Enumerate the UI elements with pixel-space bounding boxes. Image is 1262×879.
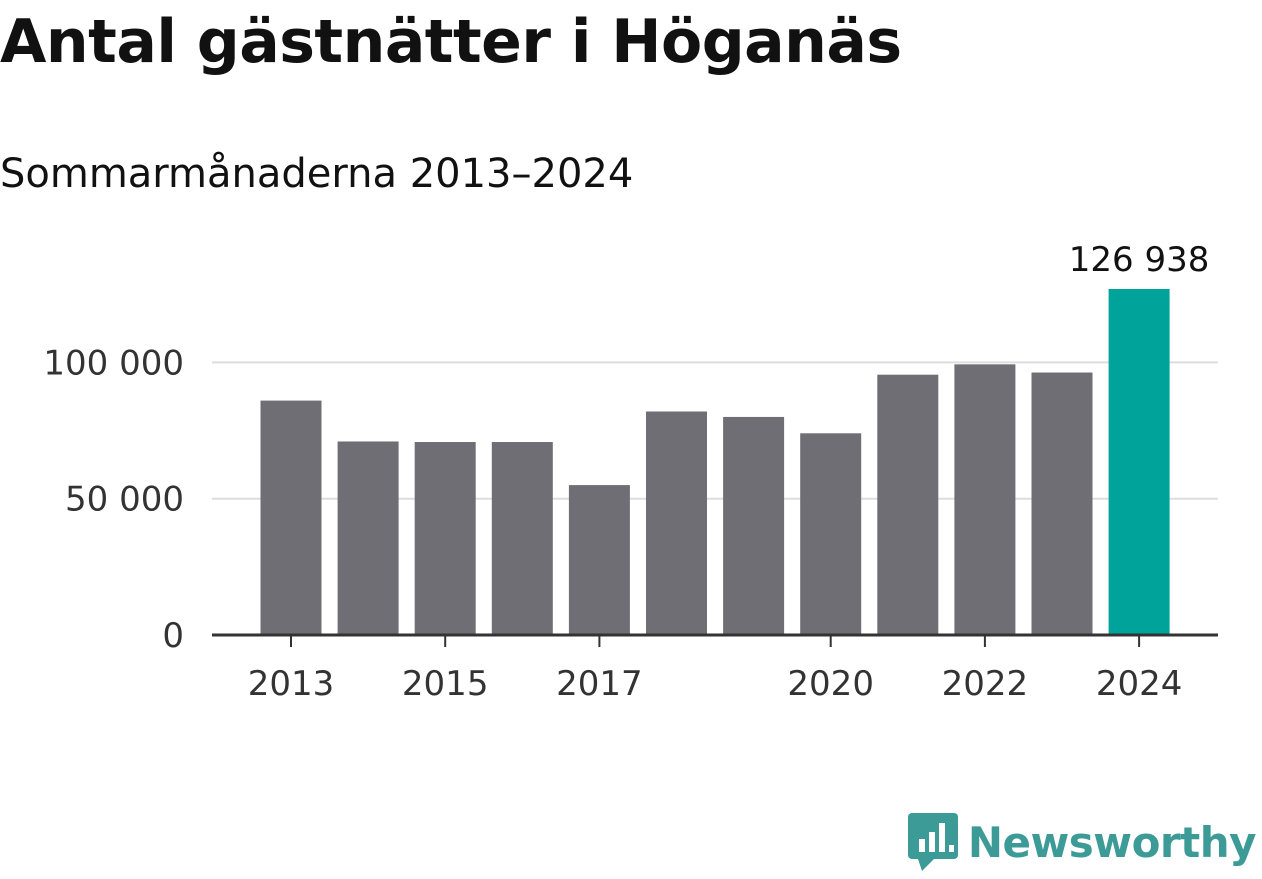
x-axis (212, 633, 1218, 647)
x-tick-label: 2015 (402, 664, 489, 704)
bar-2024 (1108, 289, 1170, 635)
y-tick-label: 50 000 (65, 480, 184, 520)
bars (260, 289, 1170, 635)
x-tick-label: 2020 (787, 664, 874, 704)
bar-2018 (646, 411, 707, 635)
bar-2019 (723, 416, 785, 635)
brand-name: Newsworthy (967, 817, 1257, 867)
x-tick-label: 2017 (556, 664, 643, 704)
data-label: 126 938 (1069, 240, 1210, 280)
data-labels: 126 938 (1069, 240, 1210, 280)
newsworthy-logo-icon (907, 813, 958, 871)
bar-2015 (414, 442, 476, 635)
bar-2017 (568, 485, 630, 635)
x-tick-label: 2024 (1096, 664, 1183, 704)
bar-2023 (1031, 372, 1093, 635)
y-axis-labels: 0 50 000 100 000 (43, 343, 184, 656)
brand-logo: Newsworthy (907, 813, 1257, 871)
y-tick-label: 0 (162, 616, 184, 656)
y-tick-label: 100 000 (43, 343, 184, 383)
bar-2021 (877, 374, 939, 635)
chart-subtitle: Sommarmånaderna 2013–2024 (0, 151, 634, 197)
bar-2016 (491, 442, 553, 635)
x-axis-labels: 2013 2015 2017 2020 2022 2024 (248, 664, 1183, 704)
x-tick-label: 2022 (942, 664, 1029, 704)
x-tick-label: 2013 (248, 664, 335, 704)
bar-2020 (800, 433, 862, 635)
bar-2013 (260, 400, 322, 635)
bar-2022 (954, 364, 1016, 635)
bar-2014 (337, 441, 399, 635)
chart-title: Antal gästnätter i Höganäs (0, 7, 902, 77)
